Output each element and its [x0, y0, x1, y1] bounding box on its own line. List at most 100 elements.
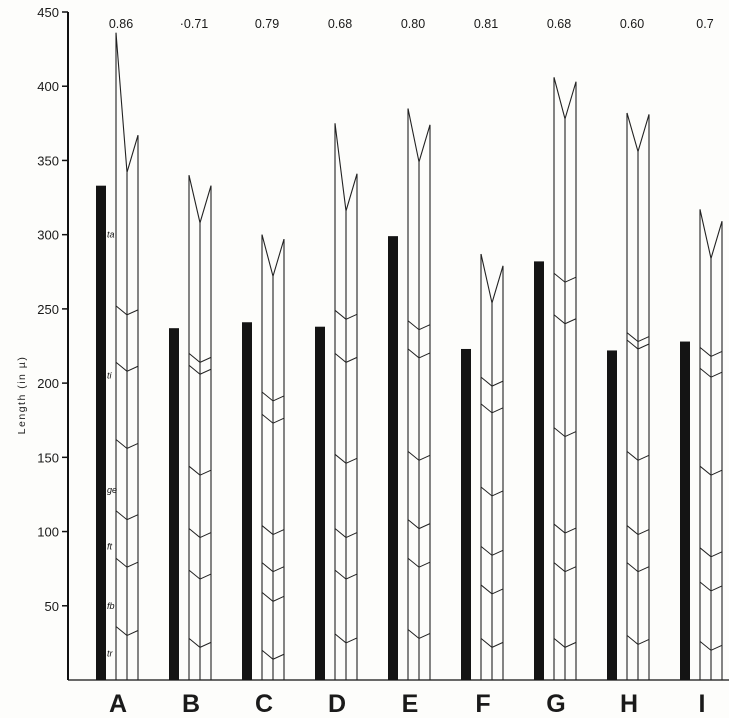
- column-H: [607, 112, 650, 680]
- segment-boundary: [188, 637, 212, 648]
- segment-boundary: [626, 525, 650, 536]
- segment-boundary: [626, 332, 650, 343]
- segment-boundary: [261, 391, 285, 402]
- leg-top: [626, 112, 650, 154]
- segment-boundary: [699, 640, 723, 651]
- segment-boundary: [626, 562, 650, 573]
- black-bar: [680, 341, 690, 680]
- ratio-label: 0.60: [620, 17, 644, 31]
- ratio-label: 0.68: [547, 17, 571, 31]
- segment-boundary: [188, 528, 212, 539]
- segment-boundary: [553, 523, 577, 534]
- ratio-label: 0.79: [255, 17, 279, 31]
- category-label: D: [328, 690, 346, 718]
- segment-boundary: [334, 633, 358, 644]
- leg-top: [115, 32, 139, 173]
- segment-boundary: [334, 528, 358, 539]
- column-I: [680, 209, 723, 680]
- segment-boundary: [261, 525, 285, 536]
- segment-boundary: [553, 314, 577, 325]
- category-label: C: [255, 690, 273, 718]
- column-C: [242, 234, 285, 680]
- segment-boundary: [553, 562, 577, 573]
- black-bar: [461, 348, 471, 680]
- ratio-label: 0.80: [401, 17, 425, 31]
- y-tick-label: 450: [37, 5, 59, 20]
- ratio-label: 0.86: [109, 17, 133, 31]
- black-bar: [315, 326, 325, 680]
- ratio-label: 0.7: [696, 17, 713, 31]
- y-tick-label: 250: [37, 302, 59, 317]
- black-bar: [534, 261, 544, 680]
- segment-boundary: [553, 427, 577, 438]
- black-bar: [607, 350, 617, 680]
- leg-top: [699, 209, 723, 261]
- segment-boundary: [699, 547, 723, 558]
- segment-boundary: [626, 450, 650, 461]
- segment-label: tr: [107, 648, 114, 658]
- segment-boundary: [115, 557, 139, 568]
- segment-boundary: [407, 348, 431, 359]
- segment-boundary: [261, 562, 285, 573]
- leg-top: [188, 175, 212, 225]
- category-label: E: [402, 690, 419, 718]
- segment-boundary: [699, 581, 723, 592]
- ratio-label: 0.81: [474, 17, 498, 31]
- segment-boundary: [188, 352, 212, 363]
- leg-top: [261, 234, 285, 279]
- category-label-row: A B C D E F G H I: [109, 690, 706, 718]
- segment-boundary: [334, 453, 358, 464]
- y-tick-label: 50: [45, 599, 59, 614]
- segment-boundary: [480, 486, 504, 497]
- segment-boundary: [480, 376, 504, 387]
- ratio-label-row: 0.86 ·0.71 0.79 0.68 0.80 0.81 0.68 0.60 0.7: [109, 17, 714, 31]
- segment-boundary: [188, 465, 212, 476]
- black-bar: [388, 236, 398, 680]
- y-axis-label: Length (in µ): [16, 356, 28, 435]
- segment-boundary: [188, 569, 212, 580]
- category-label: A: [109, 690, 127, 718]
- segment-boundary: [261, 413, 285, 424]
- segment-boundary: [407, 557, 431, 568]
- segment-boundary: [626, 635, 650, 645]
- segment-label-column: ta ti ge ft fb tr: [107, 230, 117, 659]
- segment-boundary: [699, 347, 723, 358]
- black-bar: [96, 185, 106, 680]
- column-F: [461, 253, 504, 680]
- segment-boundary: [334, 309, 358, 320]
- category-label: B: [182, 690, 200, 718]
- leg-top: [553, 77, 577, 121]
- segment-boundary: [480, 584, 504, 595]
- segment-boundary: [480, 637, 504, 648]
- y-tick-label: 350: [37, 153, 59, 168]
- segment-boundary: [334, 569, 358, 580]
- segment-boundary: [188, 364, 212, 375]
- segment-boundary: [115, 626, 139, 637]
- segment-boundary: [480, 403, 504, 414]
- leg-top: [334, 123, 358, 212]
- segment-boundary: [407, 519, 431, 530]
- segment-boundary: [407, 450, 431, 461]
- column-G: [534, 77, 577, 680]
- segment-boundary: [115, 361, 139, 372]
- leg-top: [407, 108, 431, 163]
- segment-label: fb: [107, 601, 115, 611]
- segment-boundary: [626, 339, 650, 350]
- segment-boundary: [699, 367, 723, 378]
- segment-boundary: [115, 305, 139, 316]
- segment-label: ft: [107, 541, 113, 551]
- leg-top: [480, 253, 504, 306]
- y-tick-label: 150: [37, 450, 59, 465]
- y-tick-label: 400: [37, 79, 59, 94]
- category-label: H: [620, 690, 638, 718]
- segment-boundary: [115, 510, 139, 521]
- segment-label: ge: [107, 485, 117, 495]
- segment-boundary: [261, 591, 285, 602]
- chart-columns: [96, 32, 723, 680]
- y-tick-label: 300: [37, 228, 59, 243]
- y-tick-label: 200: [37, 376, 59, 391]
- segment-boundary: [553, 637, 577, 648]
- category-label: F: [475, 690, 490, 718]
- category-label: I: [699, 690, 706, 718]
